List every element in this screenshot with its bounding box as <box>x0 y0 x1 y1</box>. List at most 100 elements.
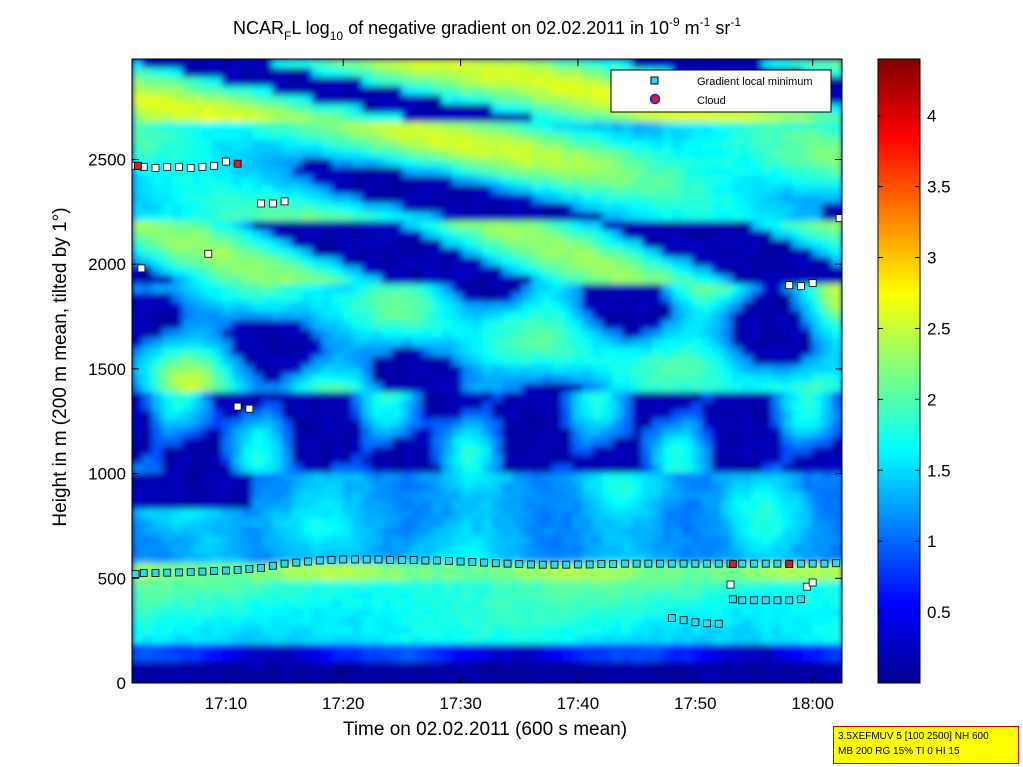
heatmap-cell <box>282 401 293 411</box>
heatmap-cell <box>362 392 373 402</box>
heatmap-cell <box>542 383 553 393</box>
heatmap-cell <box>582 149 593 159</box>
heatmap-cell <box>692 599 703 609</box>
heatmap-cell <box>402 257 413 267</box>
heatmap-cell <box>732 662 743 672</box>
heatmap-cell <box>512 419 523 429</box>
heatmap-cell <box>682 599 693 609</box>
heatmap-cell <box>502 581 513 591</box>
heatmap-cell <box>822 194 833 204</box>
heatmap-cell <box>292 491 303 501</box>
heatmap-cell <box>792 536 803 546</box>
heatmap-cell <box>752 311 763 321</box>
heatmap-cell <box>132 644 143 654</box>
heatmap-cell <box>722 203 733 213</box>
heatmap-cell <box>142 338 153 348</box>
heatmap-cell <box>812 608 823 618</box>
heatmap-cell <box>752 617 763 627</box>
heatmap-cell <box>142 374 153 384</box>
heatmap-cell <box>172 599 183 609</box>
heatmap-cell <box>412 617 423 627</box>
heatmap-cell <box>822 671 833 681</box>
heatmap-cell <box>182 149 193 159</box>
heatmap-cell <box>292 302 303 312</box>
heatmap-cell <box>132 248 143 258</box>
heatmap-cell <box>682 509 693 519</box>
heatmap-cell <box>472 572 483 582</box>
heatmap-cell <box>412 275 423 285</box>
heatmap-cell <box>332 203 343 213</box>
heatmap-cell <box>422 509 433 519</box>
heatmap-cell <box>332 221 343 231</box>
heatmap-cell <box>772 356 783 366</box>
heatmap-cell <box>832 140 842 150</box>
marker-layer <box>132 157 842 628</box>
heatmap-cell <box>482 653 493 663</box>
heatmap-cell <box>382 608 393 618</box>
heatmap-cell <box>772 383 783 393</box>
heatmap-cell <box>742 383 753 393</box>
heatmap-cell <box>592 635 603 645</box>
heatmap-cell <box>252 293 263 303</box>
heatmap-cell <box>652 248 663 258</box>
heatmap-cell <box>252 671 263 681</box>
heatmap-cell <box>762 392 773 402</box>
heatmap-cell <box>402 239 413 249</box>
heatmap-cell <box>822 320 833 330</box>
heatmap-cell <box>572 284 583 294</box>
heatmap-cell <box>162 536 173 546</box>
heatmap-cell <box>832 221 842 231</box>
heatmap-cell <box>252 428 263 438</box>
heatmap-cell <box>752 671 763 681</box>
heatmap-cell <box>822 167 833 177</box>
heatmap-cell <box>432 527 443 537</box>
heatmap-cell <box>432 635 443 645</box>
heatmap-cell <box>272 149 283 159</box>
heatmap-cell <box>472 122 483 132</box>
heatmap-cell <box>812 599 823 609</box>
heatmap-cell <box>172 572 183 582</box>
heatmap-cell <box>352 176 363 186</box>
heatmap-cell <box>412 347 423 357</box>
heatmap-cell <box>482 446 493 456</box>
heatmap-cell <box>282 122 293 132</box>
heatmap-cell <box>312 320 323 330</box>
heatmap-cell <box>582 617 593 627</box>
heatmap-cell <box>742 608 753 618</box>
heatmap-cell <box>272 428 283 438</box>
heatmap-cell <box>832 455 842 465</box>
heatmap-cell <box>162 680 173 683</box>
heatmap-cell <box>772 644 783 654</box>
heatmap-cell <box>422 392 433 402</box>
heatmap-cell <box>652 257 663 267</box>
heatmap-cell <box>692 392 703 402</box>
heatmap-cell <box>562 473 573 483</box>
heatmap-cell <box>172 176 183 186</box>
heatmap-cell <box>252 275 263 285</box>
heatmap-cell <box>262 455 273 465</box>
heatmap-cell <box>612 167 623 177</box>
heatmap-cell <box>382 536 393 546</box>
heatmap-cell <box>462 509 473 519</box>
heatmap-cell <box>502 158 513 168</box>
heatmap-cell <box>142 464 153 474</box>
heatmap-cell <box>432 293 443 303</box>
heatmap-cell <box>682 338 693 348</box>
heatmap-cell <box>242 257 253 267</box>
heatmap-cell <box>602 635 613 645</box>
heatmap-cell <box>552 383 563 393</box>
heatmap-cell <box>202 518 213 528</box>
heatmap-cell <box>372 347 383 357</box>
heatmap-cell <box>152 536 163 546</box>
heatmap-cell <box>732 113 743 123</box>
heatmap-cell <box>822 302 833 312</box>
heatmap-cell <box>792 572 803 582</box>
heatmap-cell <box>832 239 842 249</box>
heatmap-cell <box>592 392 603 402</box>
heatmap-cell <box>802 644 813 654</box>
heatmap-cell <box>422 77 433 87</box>
heatmap-cell <box>342 626 353 636</box>
heatmap-cell <box>682 167 693 177</box>
heatmap-cell <box>272 248 283 258</box>
heatmap-cell <box>502 122 513 132</box>
